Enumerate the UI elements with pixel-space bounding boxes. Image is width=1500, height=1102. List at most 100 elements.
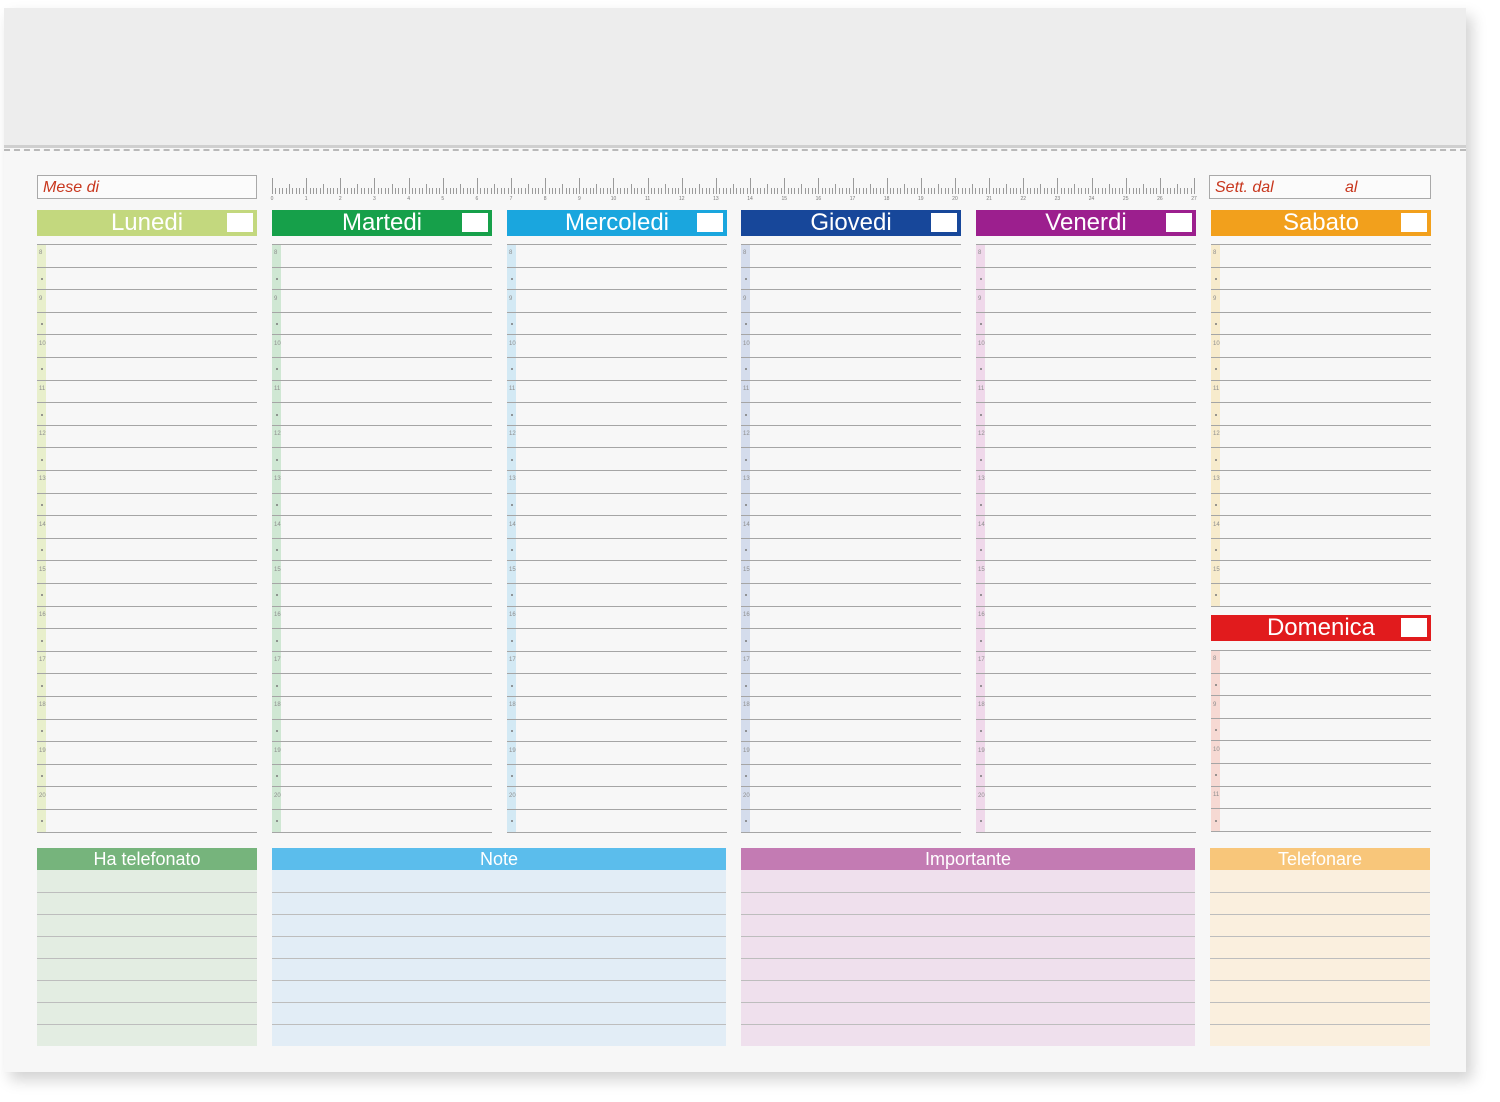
ruler-tick (1084, 188, 1086, 194)
month-field[interactable]: Mese di (37, 175, 257, 199)
writing-line (1211, 289, 1431, 291)
hour-label: 14 (509, 521, 516, 528)
ruler-tick (1043, 188, 1045, 194)
half-hour-dot (511, 368, 513, 371)
writing-line (37, 470, 257, 471)
ruler-tick (285, 188, 287, 194)
ruler-tick (483, 188, 485, 194)
ruler-tick (1013, 188, 1014, 194)
section-body-ha-telefonato[interactable] (37, 870, 257, 1046)
ruler-tick (442, 178, 444, 194)
writing-line (1211, 311, 1431, 313)
ruler-number: 1 (304, 196, 308, 202)
day-date-box[interactable] (931, 213, 957, 232)
half-hour-dot (41, 594, 43, 597)
ruler-tick (1159, 178, 1161, 194)
ruler-number: 7 (509, 196, 513, 202)
section-body-telefonare[interactable] (1210, 870, 1430, 1046)
writing-lines[interactable] (272, 244, 492, 833)
day-date-box[interactable] (1166, 213, 1192, 232)
half-hour-dot (511, 594, 513, 597)
ruler-tick (1071, 188, 1073, 194)
ruler-tick (452, 188, 454, 194)
writing-lines[interactable] (976, 244, 1196, 833)
writing-line (976, 470, 1196, 471)
ruler-tick (770, 188, 772, 194)
ruler-tick (1006, 184, 1008, 194)
writing-line (37, 289, 257, 291)
day-date-box[interactable] (462, 213, 488, 232)
hour-label: 10 (1213, 340, 1220, 347)
ruler-tick (972, 184, 974, 194)
section-line (37, 936, 257, 937)
ruler-tick (913, 188, 915, 194)
hour-label: 14 (978, 521, 985, 528)
writing-lines[interactable] (741, 244, 961, 833)
week-field[interactable]: Sett. dal al (1209, 175, 1431, 199)
ruler-tick (917, 188, 919, 194)
ruler-tick (767, 184, 769, 194)
ruler-tick (835, 184, 837, 194)
writing-line (507, 809, 727, 810)
ruler-tick (958, 188, 960, 194)
ruler-tick (866, 188, 868, 194)
half-hour-dot (980, 549, 982, 552)
ruler-tick (418, 188, 420, 194)
half-hour-dot (511, 413, 513, 416)
ruler-tick (548, 188, 550, 194)
ruler-tick (808, 188, 810, 194)
half-hour-dot (276, 639, 278, 642)
ruler-tick (910, 188, 912, 194)
writing-line (37, 515, 257, 517)
day-label: Venerdi (1045, 209, 1127, 236)
writing-lines[interactable] (1211, 650, 1431, 832)
writing-line (37, 311, 257, 313)
ruler-number: 22 (1020, 196, 1027, 202)
writing-line (976, 244, 1196, 245)
hour-label: 12 (978, 431, 985, 438)
writing-line (272, 492, 492, 494)
writing-line (272, 470, 492, 471)
hour-label: 14 (274, 521, 281, 528)
section-body-importante[interactable] (741, 870, 1195, 1046)
writing-lines[interactable] (507, 244, 727, 833)
writing-line (976, 583, 1196, 584)
ruler-tick (316, 188, 318, 194)
ruler-tick (353, 188, 355, 194)
day-date-box[interactable] (1401, 213, 1427, 232)
section-body-note[interactable] (272, 870, 726, 1046)
hour-label: 11 (509, 385, 516, 392)
writing-lines[interactable] (37, 244, 257, 833)
ruler-tick (367, 188, 369, 194)
half-hour-dot (41, 503, 43, 506)
writing-line (507, 786, 727, 788)
ruler-tick (1115, 188, 1117, 194)
half-hour-dot (511, 458, 513, 461)
writing-lines[interactable] (1211, 244, 1431, 607)
day-date-box[interactable] (227, 213, 253, 232)
half-hour-dot (276, 820, 278, 823)
hour-label: 8 (1213, 250, 1217, 257)
half-hour-dot (1215, 368, 1217, 371)
ruler-tick (312, 188, 314, 194)
half-hour-dot (41, 639, 43, 642)
ruler-tick (326, 188, 328, 194)
day-header-venerdi: Venerdi (976, 210, 1196, 236)
ruler-number: 13 (713, 196, 719, 202)
day-date-box[interactable] (697, 213, 723, 232)
ruler-tick (541, 188, 543, 194)
ruler-tick (347, 188, 349, 194)
ruler-number: 11 (645, 196, 651, 202)
day-date-box[interactable] (1401, 618, 1427, 637)
writing-line (976, 424, 1196, 426)
ruler-tick (743, 188, 745, 194)
ruler-tick (350, 188, 352, 194)
half-hour-dot (41, 277, 43, 280)
ruler-tick (760, 188, 762, 194)
writing-line (1211, 470, 1431, 471)
half-hour-dot (276, 368, 278, 371)
writing-line (272, 763, 492, 765)
writing-line (507, 831, 727, 833)
ruler-tick (425, 184, 427, 194)
writing-line (272, 447, 492, 449)
